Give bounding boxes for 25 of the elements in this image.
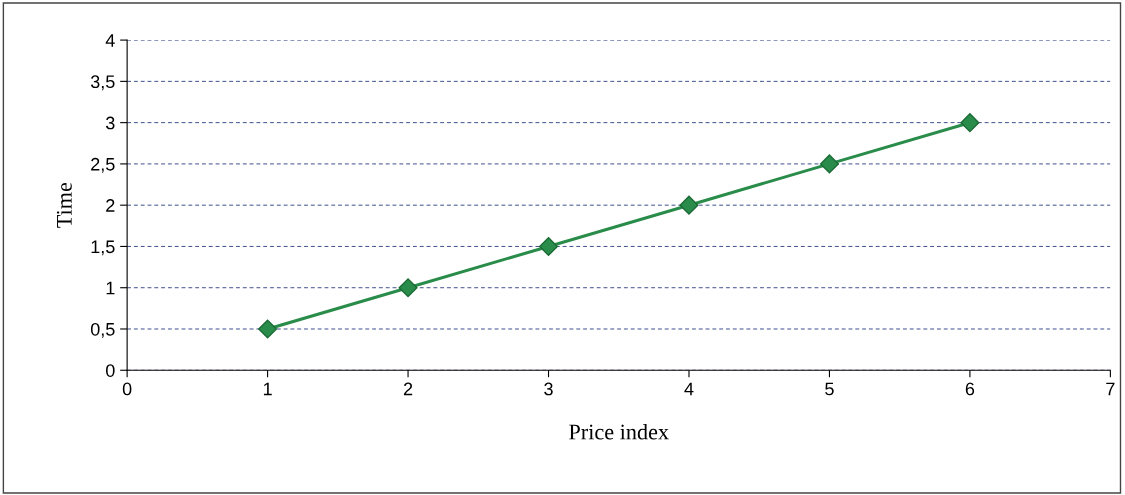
point xyxy=(960,113,980,133)
y-tick-label: 4 xyxy=(105,34,115,47)
x-tick-label: 1 xyxy=(263,382,272,396)
point xyxy=(538,236,559,256)
y-tick-label: 1 xyxy=(106,281,115,295)
x-axis-title: Price index xyxy=(569,423,669,440)
point xyxy=(819,154,839,174)
y-tick-label: 1,5 xyxy=(91,240,115,256)
point xyxy=(258,319,278,339)
y-tick-label: 3,5 xyxy=(90,75,115,91)
x-tick-label: 6 xyxy=(965,382,975,396)
point xyxy=(398,278,418,298)
x-tick-label: 2 xyxy=(403,382,413,396)
x-tick-label: 7 xyxy=(1106,382,1115,396)
x-tick-label: 3 xyxy=(544,382,553,396)
y-tick-label: 2,5 xyxy=(91,157,115,173)
y-tick-label: 0,5 xyxy=(90,322,115,338)
x-tick-label: 0 xyxy=(122,382,132,396)
y-tick-label: 3 xyxy=(105,116,115,130)
y-tick-label: 0 xyxy=(105,364,115,377)
y-tick-label: 2 xyxy=(106,199,115,212)
point xyxy=(679,195,699,215)
y-axis-title: Time xyxy=(56,182,72,228)
x-tick-label: 4 xyxy=(684,382,694,396)
x-tick-label: 5 xyxy=(825,382,834,396)
